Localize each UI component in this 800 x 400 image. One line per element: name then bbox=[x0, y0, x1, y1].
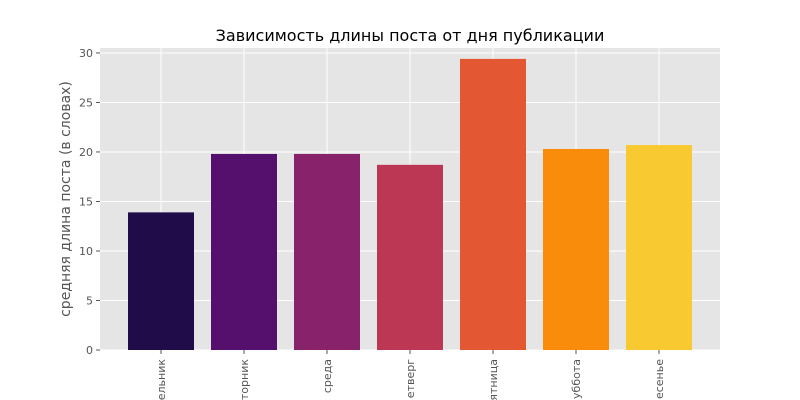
y-tick-label: 5 bbox=[86, 294, 93, 307]
bar-4 bbox=[377, 164, 443, 350]
x-tick-label: торник bbox=[238, 359, 251, 400]
y-tick-label: 25 bbox=[79, 96, 93, 109]
x-tick-label: етверг bbox=[404, 359, 417, 398]
y-tick-label: 0 bbox=[86, 344, 93, 357]
x-tick-label: ятница bbox=[487, 359, 500, 400]
chart-title: Зависимость длины поста от дня публикаци… bbox=[216, 26, 605, 45]
y-axis-label: средняя длина поста (в словах) bbox=[58, 81, 74, 317]
x-tick-label: ельник bbox=[155, 359, 168, 400]
y-tick-label: 15 bbox=[79, 195, 93, 208]
y-axis: 0 5 10 15 20 25 30 bbox=[79, 47, 100, 357]
x-tick-label: есенье bbox=[653, 359, 666, 399]
bar-1 bbox=[128, 212, 194, 350]
y-tick-label: 10 bbox=[79, 245, 93, 258]
bar-6 bbox=[543, 148, 609, 350]
bar-2 bbox=[211, 153, 277, 350]
y-tick-label: 30 bbox=[79, 47, 93, 60]
bar-5 bbox=[460, 58, 526, 350]
bar-7 bbox=[626, 145, 692, 350]
bars bbox=[128, 58, 692, 350]
x-axis: ельник торник среда етверг ятница уббота есень… bbox=[155, 350, 666, 400]
y-tick-label: 20 bbox=[79, 146, 93, 159]
x-tick-label: среда bbox=[321, 359, 334, 393]
x-tick-label: уббота bbox=[570, 359, 583, 399]
bar-3 bbox=[294, 153, 360, 350]
